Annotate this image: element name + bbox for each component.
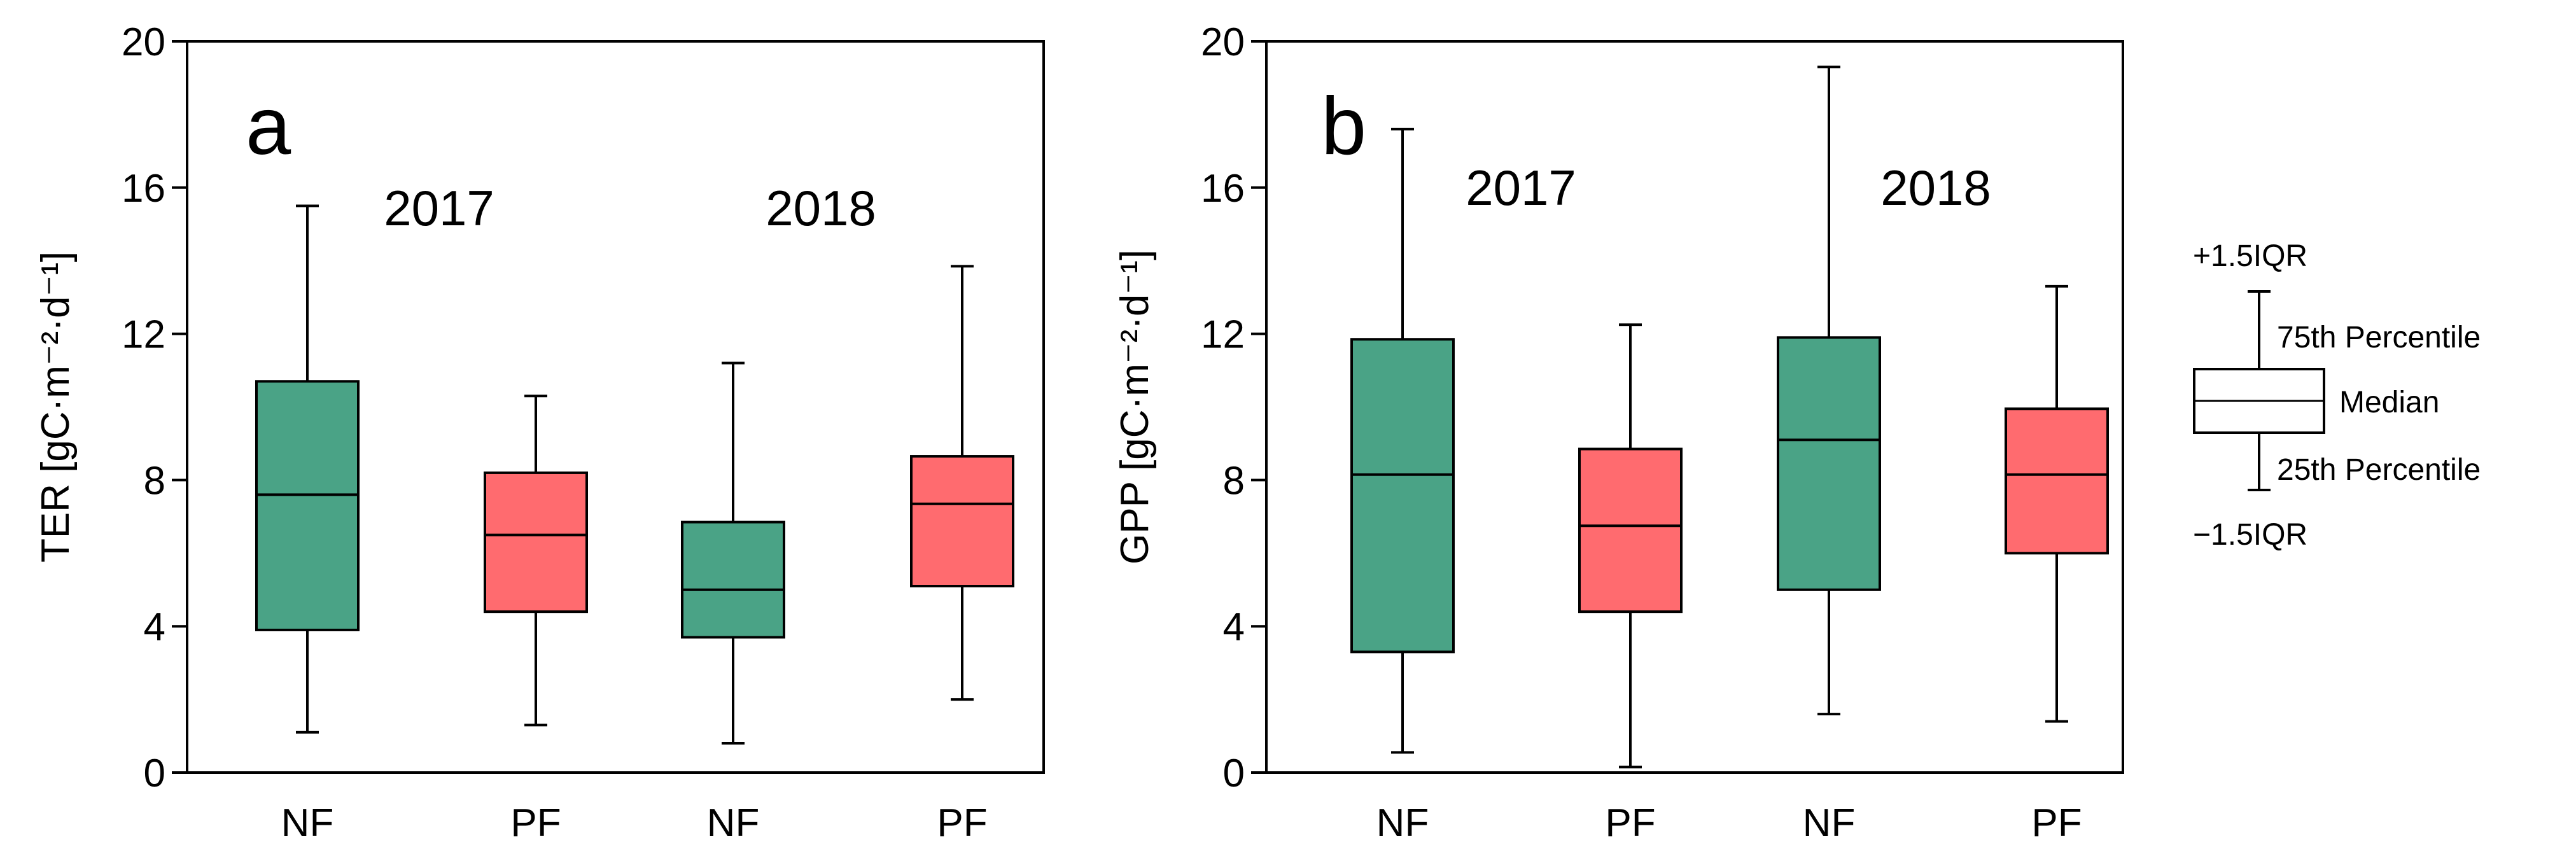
y-axis-title: GPP [gC·m⁻²·d⁻¹] (1113, 249, 1157, 564)
panel-letter: a (246, 81, 291, 172)
y-tick-label: 20 (1201, 20, 1245, 64)
panel-letter: b (1321, 81, 1366, 172)
y-tick-label: 0 (144, 752, 165, 795)
x-category-label: NF (281, 801, 334, 845)
y-tick-label: 16 (1201, 167, 1245, 211)
y-axis-title: TER [gC·m⁻²·d⁻¹] (34, 251, 78, 563)
legend-q3-label: 75th Percentile (2277, 321, 2481, 354)
x-category-label: NF (1376, 801, 1429, 845)
legend-median-label: Median (2339, 386, 2439, 419)
y-tick-label: 16 (122, 167, 165, 211)
legend-q1-label: 25th Percentile (2277, 453, 2481, 487)
x-category-label: PF (510, 801, 561, 845)
x-category-label: PF (2031, 801, 2082, 845)
box-nf-2017 (1350, 338, 1455, 654)
box-pf-2017 (484, 471, 588, 613)
y-tick-label: 12 (1201, 313, 1245, 357)
plot-frame (1265, 40, 2124, 774)
panel-b: 0 4 8 12 16 20 GPP [gC·m⁻²·d⁻¹] b 2017 2018 NF PF NF… (1113, 20, 2124, 845)
year-label: 2018 (766, 180, 876, 236)
box-pf-2018 (2005, 407, 2109, 555)
y-tick-label: 8 (1223, 459, 1245, 503)
x-category-label: PF (937, 801, 987, 845)
year-label: 2017 (384, 180, 494, 236)
y-tick-label: 0 (1223, 752, 1245, 795)
x-category-label: PF (1605, 801, 1655, 845)
y-tick-label: 4 (144, 605, 165, 649)
y-tick-label: 8 (144, 459, 165, 503)
legend-lower-whisker-label: −1.5IQR (2193, 518, 2307, 552)
plot-frame (186, 40, 1045, 774)
box-nf-2018 (1777, 336, 1881, 591)
year-label: 2018 (1880, 160, 1991, 216)
y-tick-label: 12 (122, 313, 165, 357)
legend-upper-whisker-label: +1.5IQR (2193, 239, 2307, 273)
y-tick-label: 4 (1223, 605, 1245, 649)
x-category-label: NF (707, 801, 760, 845)
box-pf-2018 (910, 455, 1014, 588)
y-tick-label: 20 (122, 20, 165, 64)
box-nf-2017 (255, 380, 360, 631)
legend: +1.5IQR 75th Percentile Median 25th Perc… (2193, 239, 2481, 552)
year-label: 2017 (1466, 160, 1576, 216)
box-pf-2017 (1578, 447, 1683, 613)
box-nf-2018 (681, 521, 785, 639)
panel-a: 0 4 8 12 16 20 TER [gC·m⁻²·d⁻¹] a 2017 2018 NF PF NF… (34, 20, 1045, 845)
x-category-label: NF (1803, 801, 1856, 845)
